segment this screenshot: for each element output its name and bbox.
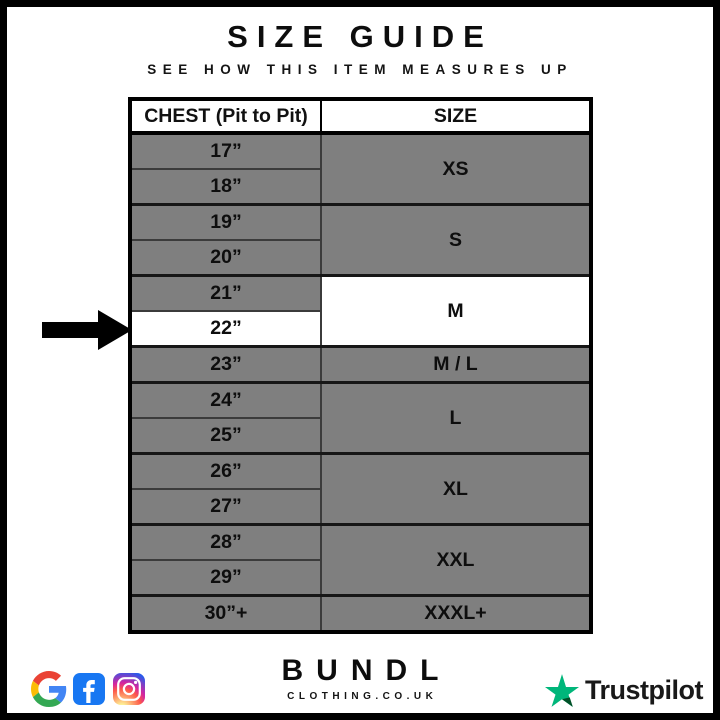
chest-cell: 21” <box>129 274 322 312</box>
size-cell: XL <box>320 452 592 526</box>
size-cell: XS <box>320 131 592 206</box>
trustpilot-label: Trustpilot <box>585 674 704 705</box>
table-row: 27” <box>129 488 591 526</box>
chest-cell: 19” <box>129 203 322 241</box>
chest-cell: 17” <box>129 131 322 170</box>
chest-cell: 24” <box>129 381 322 419</box>
table-row: 30”+ XXXL+ <box>129 594 592 633</box>
chest-cell: 18” <box>129 168 322 206</box>
table-header-row: CHEST (Pit to Pit) SIZE <box>129 98 592 135</box>
table-row: 18” <box>129 168 591 206</box>
size-cell: XXL <box>320 523 592 597</box>
chest-cell: 22” <box>129 310 322 348</box>
size-cell: M <box>320 274 592 348</box>
table-row: 24” L <box>129 381 592 455</box>
highlight-arrow-icon <box>42 310 132 350</box>
table-row: 28” XXL <box>129 523 592 597</box>
table-row: 17” XS <box>129 131 592 206</box>
table-row: 29” <box>129 559 591 597</box>
table-row: 22” <box>129 310 591 348</box>
page-subtitle: SEE HOW THIS ITEM MEASURES UP <box>147 62 573 77</box>
size-cell: L <box>320 381 592 455</box>
table-row: 25” <box>129 417 591 455</box>
chest-column-header: CHEST (Pit to Pit) <box>129 98 322 135</box>
table-row: 23” M / L <box>129 345 592 384</box>
chest-cell: 29” <box>129 559 322 597</box>
chest-cell: 23” <box>129 345 322 384</box>
page-title: SIZE GUIDE <box>227 19 493 54</box>
size-table-body: 17” XS 18” 19” S 20” 21” M 22” 23” M / L 24” L 25” 26”… <box>129 131 592 633</box>
instagram-icon <box>113 673 145 705</box>
table-row: 19” S <box>129 203 592 277</box>
brand-name: BUNDL <box>281 654 452 687</box>
chest-cell: 26” <box>129 452 322 490</box>
table-row: 20” <box>129 239 591 277</box>
size-cell: S <box>320 203 592 277</box>
table-row: 26” XL <box>129 452 592 526</box>
facebook-icon <box>73 673 105 705</box>
trustpilot-logo: Trustpilot <box>545 671 704 709</box>
chest-cell: 28” <box>129 523 322 561</box>
table-row: 21” M <box>129 274 592 348</box>
chest-cell: 20” <box>129 239 322 277</box>
size-cell: XXXL+ <box>320 594 592 633</box>
trustpilot-star-icon <box>545 673 579 707</box>
brand-logo: BUNDL CLOTHING.CO.UK <box>7 654 713 702</box>
size-cell: M / L <box>320 345 592 384</box>
size-guide-table-wrap: CHEST (Pit to Pit) SIZE 17” XS 18” 19” S 20” 2… <box>128 97 593 634</box>
size-table: CHEST (Pit to Pit) SIZE 17” XS 18” 19” S 20” 2… <box>128 97 593 634</box>
chest-cell: 27” <box>129 488 322 526</box>
size-column-header: SIZE <box>320 98 592 135</box>
chest-cell: 30”+ <box>129 594 322 633</box>
chest-cell: 25” <box>129 417 322 455</box>
brand-domain: CLOTHING.CO.UK <box>287 691 438 702</box>
google-icon <box>31 671 67 707</box>
